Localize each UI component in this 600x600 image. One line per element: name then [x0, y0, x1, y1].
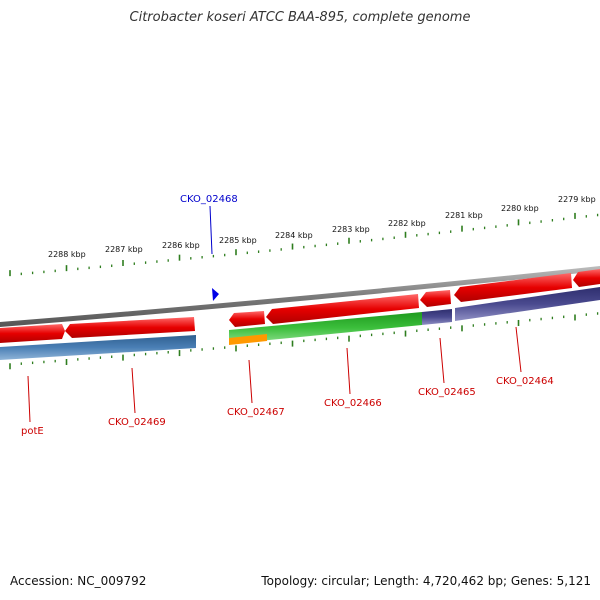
gene-label-cko-02464: CKO_02464 — [496, 376, 554, 387]
cds-band-blue — [0, 335, 196, 360]
accession-text: Accession: NC_009792 — [10, 574, 147, 588]
gene-arrow-pote — [0, 324, 65, 343]
gene-arrow-cko-02469 — [65, 317, 195, 338]
gene-label-cko-02466: CKO_02466 — [324, 398, 382, 409]
lower-scale-ticks — [9, 312, 599, 370]
marker-arrow-cko-02468 — [212, 288, 219, 301]
cds-band-purple-2 — [455, 287, 600, 321]
kbp-scale-labels: 2288 kbp 2287 kbp 2286 kbp 2285 kbp 2284… — [48, 195, 596, 259]
gene-labels: potE CKO_02469 CKO_02468 CKO_02467 CKO_0… — [21, 194, 554, 437]
kbp-label: 2281 kbp — [445, 211, 483, 220]
upper-scale-ticks — [9, 212, 599, 277]
leader-line-cko-02469 — [131, 367, 136, 414]
kbp-label: 2279 kbp — [558, 195, 596, 204]
kbp-label: 2285 kbp — [219, 236, 257, 245]
gene-arrow-cko-02465 — [420, 290, 451, 307]
leader-line-cko-02467 — [248, 359, 253, 404]
gene-label-cko-02465: CKO_02465 — [418, 387, 476, 398]
leader-line-cko-02464 — [515, 326, 522, 373]
kbp-label: 2282 kbp — [388, 219, 426, 228]
leader-line-cko-02466 — [346, 347, 351, 395]
gene-label-cko-02469: CKO_02469 — [108, 417, 166, 428]
gene-arrow-cko-02466 — [266, 294, 419, 324]
map-title: Citrobacter koseri ATCC BAA-895, complet… — [129, 10, 471, 25]
genome-summary-text: Topology: circular; Length: 4,720,462 bp… — [261, 574, 591, 588]
gene-label-cko-02467: CKO_02467 — [227, 407, 285, 418]
kbp-label: 2283 kbp — [332, 225, 370, 234]
gene-label-cko-02468: CKO_02468 — [180, 194, 238, 205]
genome-backbone — [0, 266, 600, 327]
leader-line-cko-02468 — [209, 205, 213, 255]
kbp-label: 2284 kbp — [275, 231, 313, 240]
kbp-label: 2288 kbp — [48, 250, 86, 259]
gene-label-leaders — [27, 205, 522, 423]
cds-band-green — [229, 312, 422, 344]
gene-arrow-next — [573, 269, 600, 287]
gene-arrow-cko-02467 — [229, 311, 265, 327]
leader-line-pote — [27, 375, 31, 423]
leader-line-cko-02465 — [439, 337, 445, 384]
gene-label-pote: potE — [21, 426, 44, 437]
kbp-label: 2280 kbp — [501, 204, 539, 213]
gene-arrow-cko-02464 — [454, 273, 572, 302]
kbp-label: 2287 kbp — [105, 245, 143, 254]
kbp-label: 2286 kbp — [162, 241, 200, 250]
cds-band-purple-1 — [422, 309, 452, 325]
cds-band-orange — [229, 334, 267, 345]
